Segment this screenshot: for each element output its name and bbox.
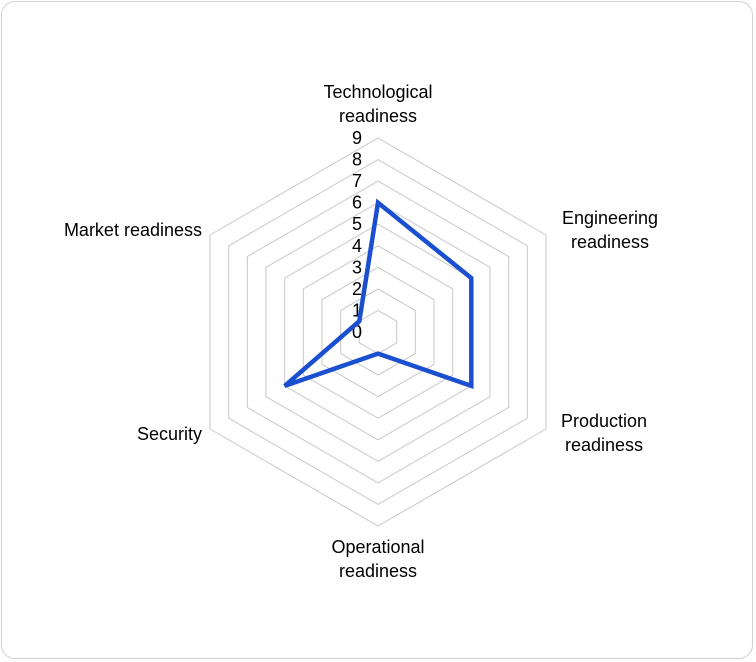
grid-ring <box>209 137 547 527</box>
grid-ring <box>302 245 454 419</box>
tick-label: 9 <box>352 128 362 148</box>
tick-label: 1 <box>352 300 362 320</box>
tick-label: 0 <box>352 322 362 342</box>
axis-label: Technological readiness <box>323 82 432 126</box>
axis-label: Operational readiness <box>331 537 424 581</box>
tick-label: 4 <box>352 236 362 256</box>
tick-label: 3 <box>352 257 362 277</box>
axis-label: Market readiness <box>64 220 202 240</box>
tick-label: 5 <box>352 214 362 234</box>
tick-label: 7 <box>352 171 362 191</box>
grid-ring <box>321 266 435 398</box>
grid-ring <box>265 202 491 462</box>
axis-label: Security <box>137 424 202 444</box>
grid-ring <box>358 309 398 355</box>
grid <box>209 137 547 527</box>
axis-label: Production readiness <box>561 411 647 455</box>
grid-ring <box>228 159 528 505</box>
tick-label: 6 <box>352 193 362 213</box>
tick-label: 8 <box>352 150 362 170</box>
tick-label: 2 <box>352 279 362 299</box>
grid-ring <box>246 180 510 484</box>
axis-label: Engineering readiness <box>562 208 658 252</box>
series-line <box>283 198 474 390</box>
axis-labels: Technological readiness Engineering readine… <box>64 82 658 581</box>
grid-ring <box>340 288 416 376</box>
series <box>283 198 474 390</box>
